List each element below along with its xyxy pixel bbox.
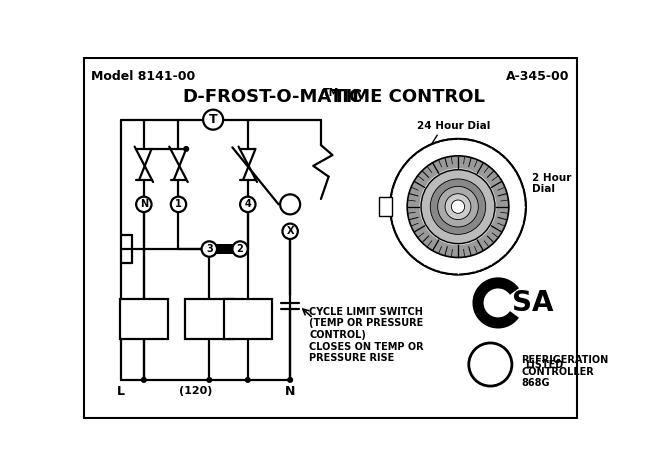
Circle shape bbox=[232, 241, 248, 257]
Text: 2 Hour
Dial: 2 Hour Dial bbox=[532, 173, 571, 195]
Text: SA: SA bbox=[512, 289, 553, 317]
Circle shape bbox=[171, 197, 186, 212]
Text: TM: TM bbox=[323, 88, 340, 97]
Circle shape bbox=[390, 139, 526, 275]
Text: X: X bbox=[286, 226, 294, 236]
Text: T: T bbox=[209, 113, 217, 126]
Circle shape bbox=[136, 197, 152, 212]
Text: 3: 3 bbox=[206, 244, 213, 254]
Bar bbox=[185, 299, 233, 339]
Text: 24 Hour Dial: 24 Hour Dial bbox=[417, 121, 491, 131]
Circle shape bbox=[141, 378, 146, 382]
Text: N: N bbox=[140, 199, 148, 210]
Circle shape bbox=[430, 179, 486, 235]
Text: N.C.
LOAD: N.C. LOAD bbox=[127, 309, 161, 330]
Circle shape bbox=[451, 200, 464, 213]
Text: N.O.
LOAD: N.O. LOAD bbox=[192, 309, 226, 330]
Circle shape bbox=[438, 187, 479, 227]
Circle shape bbox=[246, 378, 250, 382]
Text: TIME CONTROL: TIME CONTROL bbox=[327, 88, 485, 106]
Text: ®: ® bbox=[499, 372, 506, 378]
Circle shape bbox=[184, 146, 188, 151]
Text: 4: 4 bbox=[244, 199, 251, 210]
Circle shape bbox=[421, 170, 495, 244]
Circle shape bbox=[280, 195, 300, 214]
Text: 2: 2 bbox=[237, 244, 243, 254]
Text: (120): (120) bbox=[179, 387, 212, 397]
Bar bbox=[209, 244, 240, 254]
Circle shape bbox=[288, 378, 292, 382]
Circle shape bbox=[283, 224, 298, 239]
Text: REFRIGERATION
CONTROLLER
868G: REFRIGERATION CONTROLLER 868G bbox=[521, 355, 608, 389]
Text: UL: UL bbox=[477, 356, 503, 374]
Text: N.C.
LOAD: N.C. LOAD bbox=[231, 309, 264, 330]
Text: N: N bbox=[285, 385, 295, 398]
Bar bbox=[120, 299, 168, 339]
Bar bbox=[224, 299, 272, 339]
Text: D-FROST-O-MATIC: D-FROST-O-MATIC bbox=[183, 88, 362, 106]
Circle shape bbox=[207, 378, 212, 382]
Bar bbox=[379, 197, 392, 216]
Text: L: L bbox=[117, 385, 124, 398]
Text: A-345-00: A-345-00 bbox=[506, 70, 570, 83]
Circle shape bbox=[407, 156, 509, 258]
Text: CYCLE LIMIT SWITCH
(TEMP OR PRESSURE
CONTROL)
CLOSES ON TEMP OR
PRESSURE RISE: CYCLE LIMIT SWITCH (TEMP OR PRESSURE CON… bbox=[310, 307, 424, 363]
Circle shape bbox=[202, 241, 217, 257]
Circle shape bbox=[382, 203, 390, 211]
Text: Model 8141-00: Model 8141-00 bbox=[92, 70, 195, 83]
Text: 1: 1 bbox=[175, 199, 182, 210]
Circle shape bbox=[240, 197, 255, 212]
Circle shape bbox=[406, 154, 510, 259]
Circle shape bbox=[419, 168, 497, 245]
Circle shape bbox=[390, 139, 526, 275]
Circle shape bbox=[203, 110, 223, 130]
Text: LISTED: LISTED bbox=[525, 359, 563, 370]
Circle shape bbox=[445, 194, 471, 219]
Circle shape bbox=[469, 343, 512, 386]
